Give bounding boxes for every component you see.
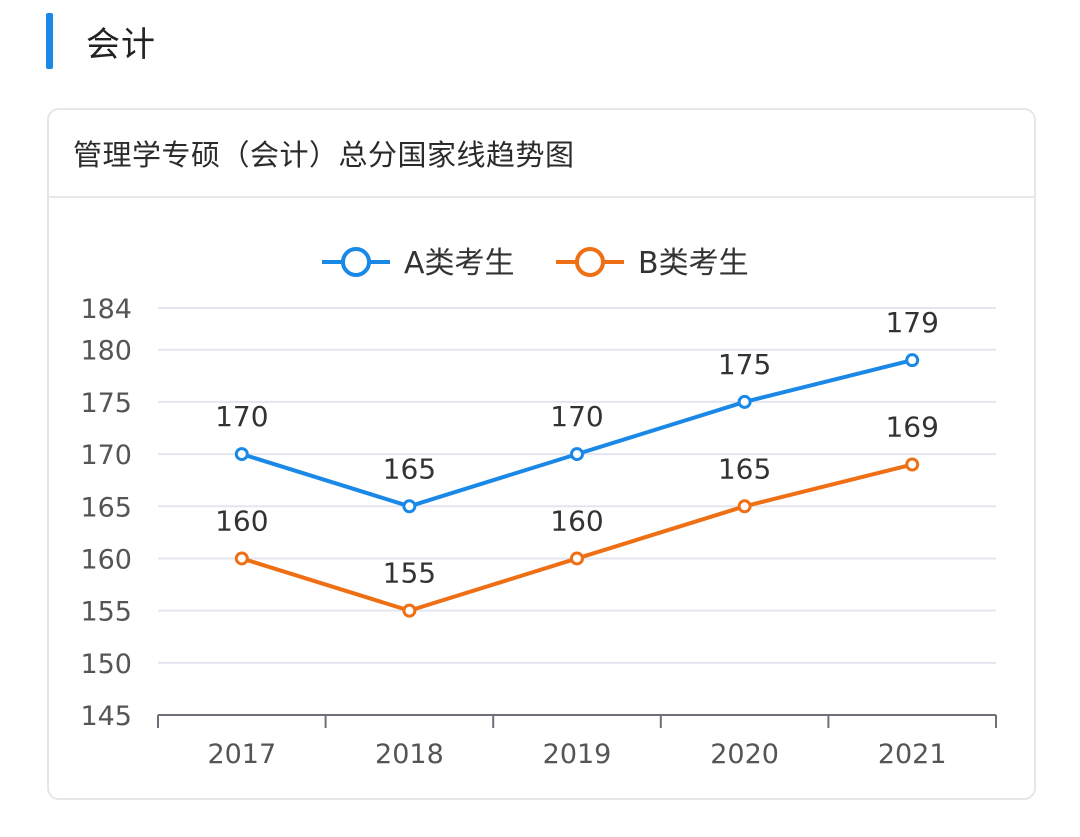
y-tick-label: 150 bbox=[80, 649, 132, 680]
x-tick-label: 2021 bbox=[878, 739, 947, 770]
data-label: 155 bbox=[383, 557, 436, 590]
legend-marker-icon bbox=[341, 247, 371, 277]
data-label: 160 bbox=[550, 504, 603, 537]
data-label: 160 bbox=[215, 504, 268, 537]
y-tick-label: 184 bbox=[80, 294, 132, 325]
data-point[interactable] bbox=[234, 447, 249, 462]
series-layer bbox=[234, 353, 920, 618]
data-point[interactable] bbox=[737, 394, 752, 409]
label-layer: 170 165 170 175 179 160 155 160 165 169 bbox=[215, 306, 939, 589]
data-label: 179 bbox=[885, 306, 938, 339]
data-label: 169 bbox=[885, 411, 938, 444]
legend-label: B类考生 bbox=[638, 246, 749, 281]
grid-layer bbox=[158, 307, 996, 664]
chart-title: 管理学专硕（会计）总分国家线趋势图 bbox=[73, 138, 575, 172]
data-label: 170 bbox=[215, 400, 268, 433]
data-label: 165 bbox=[383, 452, 436, 485]
axis-layer: 145 150 155 160 165 170 175 180 184 2017 2018 2019 2… bbox=[80, 294, 997, 770]
series-line bbox=[239, 358, 915, 509]
y-tick-label: 155 bbox=[80, 597, 132, 628]
data-label: 165 bbox=[718, 452, 771, 485]
y-tick-label: 170 bbox=[80, 440, 132, 471]
y-tick-label: 160 bbox=[80, 544, 132, 575]
x-tick-label: 2018 bbox=[375, 739, 444, 770]
legend[interactable]: A类考生 B类考生 bbox=[322, 246, 749, 281]
section-header: 会计 bbox=[46, 12, 156, 70]
y-tick-label: 165 bbox=[80, 492, 132, 523]
section-title: 会计 bbox=[86, 24, 156, 65]
legend-item[interactable]: B类考生 bbox=[556, 246, 749, 281]
data-point[interactable] bbox=[570, 447, 584, 462]
data-point[interactable] bbox=[570, 551, 584, 566]
data-point[interactable] bbox=[737, 499, 752, 514]
data-point[interactable] bbox=[905, 353, 920, 368]
legend-item[interactable]: A类考生 bbox=[322, 246, 515, 281]
data-point[interactable] bbox=[402, 499, 417, 514]
data-point[interactable] bbox=[905, 457, 920, 472]
legend-label: A类考生 bbox=[404, 246, 515, 281]
x-tick-label: 2017 bbox=[207, 739, 276, 770]
legend-marker-icon bbox=[575, 247, 605, 277]
x-tick-label: 2020 bbox=[710, 739, 779, 770]
data-label: 170 bbox=[550, 400, 603, 433]
chart-card-header: 管理学专硕（会计）总分国家线趋势图 bbox=[49, 110, 1034, 198]
section-accent-bar bbox=[46, 13, 53, 69]
y-tick-label: 175 bbox=[80, 388, 132, 419]
data-point[interactable] bbox=[234, 551, 249, 566]
x-tick-label: 2019 bbox=[543, 739, 612, 770]
y-tick-label: 180 bbox=[80, 336, 132, 367]
data-label: 175 bbox=[718, 348, 771, 381]
y-tick-label: 145 bbox=[80, 701, 132, 732]
data-point[interactable] bbox=[402, 603, 417, 618]
